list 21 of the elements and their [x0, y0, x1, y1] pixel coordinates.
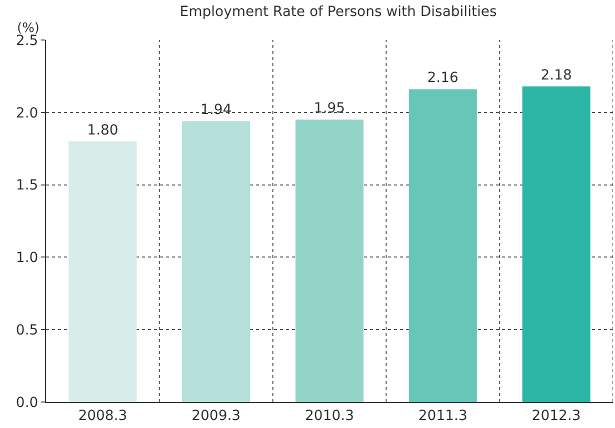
- chart-title: Employment Rate of Persons with Disabilities: [180, 4, 497, 20]
- text: 2.0: [16, 105, 38, 122]
- text: 1.0: [16, 250, 38, 266]
- text: 0.0: [16, 394, 38, 411]
- data-label: 1.94: [200, 102, 232, 118]
- x-tick-label: 2012.3: [532, 408, 581, 424]
- bar: [522, 86, 590, 402]
- x-tick-label: 2008.3: [78, 408, 128, 424]
- text: 0.5: [16, 322, 38, 338]
- x-tick-label: 2009.3: [192, 408, 241, 424]
- data-label: 1.95: [314, 100, 346, 117]
- x-tick-label: 2010.3: [305, 408, 354, 424]
- x-tick-label: 2011.3: [418, 408, 468, 424]
- bar: [408, 89, 477, 402]
- text: 1.5: [16, 178, 38, 194]
- bar: [68, 141, 137, 402]
- data-label: 2.18: [540, 67, 572, 84]
- bar: [295, 120, 364, 402]
- data-label: 2.16: [427, 70, 459, 86]
- bar: [182, 121, 250, 402]
- data-label: 1.80: [87, 122, 118, 138]
